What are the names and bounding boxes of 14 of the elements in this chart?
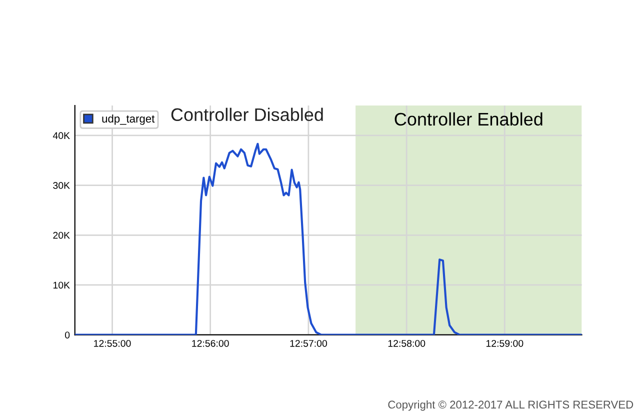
x-tick-label: 12:59:00 [486, 340, 524, 347]
x-tick-label: 12:56:00 [192, 340, 229, 347]
y-tick-label: 40K [52, 132, 70, 140]
legend-label: udp_target [102, 114, 155, 125]
x-tick-label: 12:58:00 [388, 340, 426, 347]
band-label: Controller Enabled [394, 112, 542, 126]
x-tick-label: 12:55:00 [94, 340, 131, 347]
y-tick-label: 30K [53, 182, 70, 189]
text: Copyright © 2012-2017 ALL RIGHTS RESERVED [388, 400, 634, 411]
y-tick-label: 0 [64, 332, 70, 338]
annotation: Controller Disabled [171, 108, 323, 122]
y-tick-label: 10K [53, 282, 70, 289]
y-tick-label: 20K [53, 232, 70, 239]
x-tick-label: 12:57:00 [290, 340, 327, 347]
